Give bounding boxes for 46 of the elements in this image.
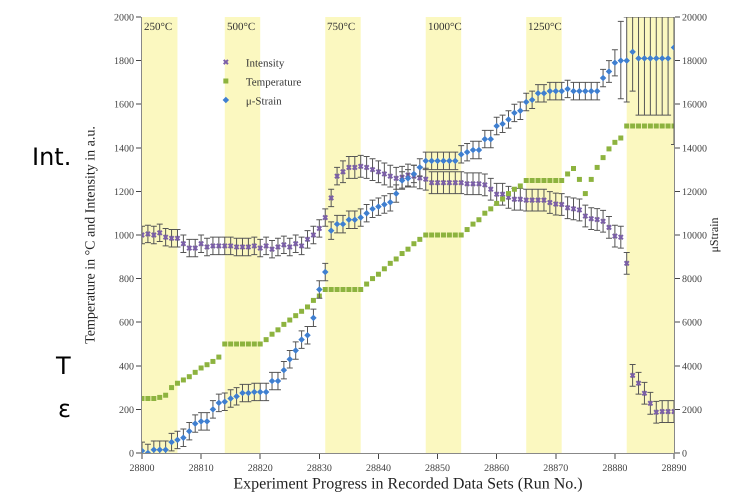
band-label: 1000°C: [428, 21, 462, 33]
y-tick-label: 1400: [114, 143, 134, 154]
x-tick-label: 28840: [366, 463, 391, 474]
y-tick-label: 1000: [114, 230, 134, 242]
y2-tick-label: 18000: [682, 56, 707, 68]
legend-label: Intensity: [246, 57, 285, 70]
y2-tick-label: 4000: [682, 361, 702, 372]
x-tick-label: 28860: [484, 463, 510, 474]
x-tick-label: 28830: [306, 463, 332, 474]
y-tick-label: 1600: [114, 100, 134, 111]
legend-label: μ-Strain: [246, 95, 282, 108]
x-tick-label: 28890: [662, 463, 686, 474]
y2-tick-label: 2000: [682, 404, 702, 416]
x-tick-label: 28800: [130, 463, 154, 474]
y-tick-label: 1200: [114, 186, 134, 198]
text: Int.: [32, 143, 72, 171]
band-label: 250°C: [144, 21, 172, 33]
y2-tick-label: 20000: [682, 12, 707, 24]
y2-tick-label: 12000: [682, 186, 707, 198]
y-axis-title: Temperature in °C and Intensity in a.u.: [84, 126, 99, 344]
y2-tick-label: 8000: [682, 274, 702, 286]
y-tick-label: 2000: [114, 12, 134, 24]
x-tick-label: 28850: [425, 463, 450, 474]
band-label: 1250°C: [528, 21, 562, 33]
y2-tick-label: 6000: [682, 318, 702, 329]
y2-tick-label: 14000: [682, 143, 707, 154]
y-tick-label: 800: [119, 274, 134, 286]
text: ε: [58, 395, 71, 423]
x-tick-label: 28810: [188, 463, 214, 474]
y-tick-label: 200: [119, 404, 134, 416]
y-tick-label: 0: [129, 448, 134, 460]
band-label: 750°C: [327, 21, 356, 33]
y-tick-label: 600: [119, 318, 134, 329]
x-tick-label: 28820: [248, 463, 273, 474]
band-label: 500°C: [227, 21, 256, 33]
x-tick-label: 28870: [543, 463, 568, 474]
y2-tick-label: 10000: [682, 230, 707, 242]
y-tick-label: 400: [119, 361, 134, 372]
text: T: [55, 352, 71, 380]
y2-axis-title: μStrain: [707, 217, 721, 253]
x-tick-label: 28880: [602, 463, 628, 474]
y2-tick-label: 16000: [682, 100, 707, 111]
y-tick-label: 1800: [114, 56, 134, 68]
y2-tick-label: 0: [682, 448, 687, 460]
legend-label: Temperature: [246, 76, 302, 88]
x-axis-title: Experiment Progress in Recorded Data Sets (Run No.): [233, 476, 583, 493]
